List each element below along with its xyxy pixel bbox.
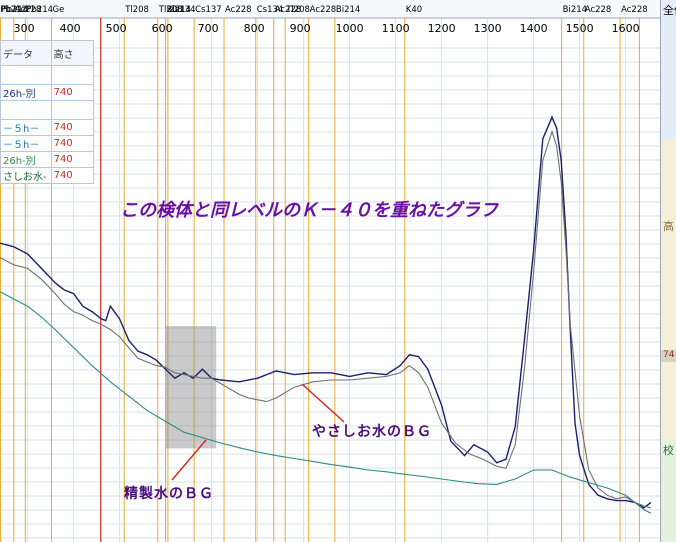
pointer-line-yasashi <box>301 383 345 423</box>
overview-label: 全体 <box>663 4 676 17</box>
spectrum-chart: 300 400 500 600 700 800 900 1000 1100 1200 1300 140… <box>0 0 660 542</box>
x-tick-label: 500 <box>106 22 127 35</box>
overview-panel[interactable] <box>661 0 676 140</box>
table-cell-name: －５h－ <box>0 119 52 136</box>
annotation-yasashi-water: やさしお水のＢＧ <box>312 423 432 440</box>
highlight-region <box>165 326 217 449</box>
table-row[interactable]: －５h－ 740 <box>0 135 95 152</box>
table-cell-name: さしお水- <box>0 167 52 184</box>
isotope-label: Pb212 <box>0 5 27 15</box>
x-tick-label: 400 <box>60 22 81 35</box>
pointer-line-pure <box>171 439 207 481</box>
x-tick-label: 1500 <box>566 22 594 35</box>
x-tick-label: 900 <box>290 22 311 35</box>
isotope-label: Bi214 <box>167 5 191 15</box>
table-row[interactable]: さしお水- 740 <box>0 167 95 184</box>
series-layer <box>0 115 652 514</box>
table-header-height: 高さ <box>50 40 95 66</box>
annotation-pure-water: 精製水のＢＧ <box>124 485 214 502</box>
x-tick-label: 1000 <box>336 22 364 35</box>
table-cell-value: 740 <box>50 151 95 168</box>
x-tick-label: 1200 <box>428 22 456 35</box>
table-cell-name: 26h-別 <box>0 84 52 101</box>
isotope-label: Cs134 <box>257 5 284 15</box>
isotope-label: Ac228 <box>621 5 648 15</box>
isotope-label: Bi214 <box>563 5 587 15</box>
series-line-2 <box>0 291 652 514</box>
isotope-label: Pb214 <box>1 5 28 15</box>
x-tick-label: 1100 <box>382 22 410 35</box>
table-row-spacer <box>0 100 95 120</box>
check-label: 校 <box>663 444 674 457</box>
table-cell-value: 740 <box>50 84 95 101</box>
isotope-label: Tl208 <box>124 5 149 15</box>
highlight-region-layer <box>165 326 217 449</box>
table-row[interactable]: －５h－ 740 <box>0 119 95 136</box>
isotope-label: Tl208 <box>158 5 183 15</box>
plot-background <box>0 0 660 542</box>
isotope-lines-layer <box>0 18 640 542</box>
isotope-label: Pb214 <box>26 5 53 15</box>
isotope-label: Ac228 <box>585 5 612 15</box>
table-header-data: データ <box>0 40 52 66</box>
table-row-spacer <box>0 65 95 85</box>
value-panel <box>661 350 676 362</box>
height-label: 高 <box>663 220 674 233</box>
table-cell-value: 740 <box>50 135 95 152</box>
bottom-panel <box>661 440 676 542</box>
x-tick-label: 1300 <box>474 22 502 35</box>
table-row[interactable]: 26h-別 740 <box>0 84 95 101</box>
x-tick-label: 700 <box>198 22 219 35</box>
isotope-label: Tl208 <box>285 5 310 15</box>
labels-layer: 300 400 500 600 700 800 900 1000 1100 1200 1300 140… <box>0 5 648 502</box>
table-cell-name: 26h-別 <box>0 151 52 168</box>
isotope-label: Ac228 <box>310 5 337 15</box>
series-line-1 <box>0 129 652 509</box>
table-cell-name: －５h－ <box>0 135 52 152</box>
isotope-header-band <box>0 0 660 18</box>
isotope-label: Ac228 <box>15 5 42 15</box>
grid-layer <box>0 0 660 542</box>
isotope-label: Ac228 <box>225 5 252 15</box>
table-header-row: データ 高さ <box>0 40 95 66</box>
isotope-label: Bi214 <box>336 5 360 15</box>
x-tick-label: 1600 <box>612 22 640 35</box>
height-value: 74 <box>663 350 675 360</box>
x-tick-label: 300 <box>14 22 35 35</box>
x-tick-label: 1400 <box>520 22 548 35</box>
spectrum-plot-svg: 300 400 500 600 700 800 900 1000 1100 1200 1300 140… <box>0 0 660 542</box>
isotope-label: Cs137 <box>195 5 222 15</box>
x-tick-label: 600 <box>152 22 173 35</box>
table-row[interactable]: 26h-別 740 <box>0 151 95 168</box>
isotope-label: Ac228 <box>275 5 302 15</box>
isotope-label: Cs134 <box>169 5 196 15</box>
data-table: データ 高さ 26h-別 740 －５h－ 740 －５h－ 740 26h-別… <box>0 40 95 184</box>
table-cell-value: 740 <box>50 119 95 136</box>
table-cell-value: 740 <box>50 167 95 184</box>
x-tick-label: 800 <box>244 22 265 35</box>
isotope-label: Ge <box>53 5 65 15</box>
chart-title: この検体と同レベルのＫ－４０を重ねたグラフ <box>120 200 499 221</box>
right-side-panel: 全体 高 74 校 <box>660 0 676 542</box>
isotope-label: K40 <box>406 5 422 15</box>
